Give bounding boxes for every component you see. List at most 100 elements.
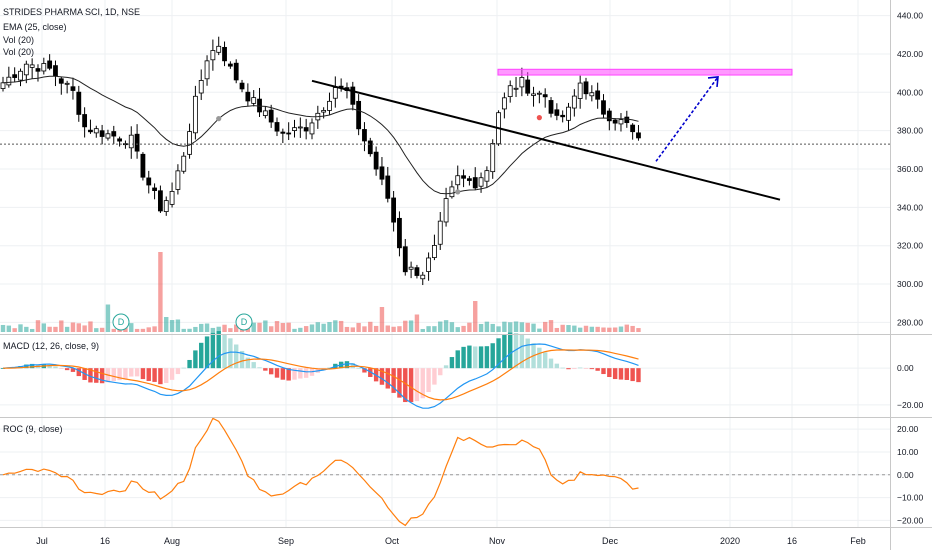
macd-histogram-bar (484, 346, 490, 369)
volume-bar (403, 320, 408, 332)
macd-histogram-bar (204, 336, 210, 369)
macd-histogram-bar (612, 368, 618, 380)
ema-signal-dot (455, 189, 461, 195)
volume-bar (426, 326, 431, 332)
volume-bar (618, 326, 624, 332)
candle-body (327, 100, 332, 111)
candle-body (12, 74, 18, 78)
candle-body (216, 45, 222, 53)
macd-axis[interactable]: 0.00 −20.00 (897, 363, 924, 410)
macd-histogram-bar (455, 350, 460, 369)
candle-body (262, 110, 268, 116)
macd-histogram-bar (356, 367, 361, 369)
candle-body (181, 155, 187, 172)
volume-bar (583, 325, 589, 332)
volume-bar (362, 326, 367, 332)
macd-histogram-bar (397, 368, 402, 398)
macd-histogram-bar (134, 368, 140, 377)
macd-histogram-bar (362, 368, 367, 373)
descending-trendline[interactable] (311, 79, 781, 201)
volume-bar (99, 327, 105, 332)
candle-body (402, 246, 408, 273)
roc-legend[interactable]: ROC (9, close) (3, 424, 63, 434)
macd-histogram-bar (391, 368, 396, 393)
time-tick-label: Jul (36, 536, 48, 546)
volume-bar (298, 327, 303, 332)
volume-bar (368, 321, 373, 332)
volume-bar (391, 326, 396, 332)
candle-body (589, 92, 595, 97)
volume-bar (263, 320, 268, 332)
macd-histogram-bar (24, 364, 29, 369)
candle-body (251, 97, 257, 104)
candle-body (64, 82, 70, 85)
volume-bar (373, 325, 379, 332)
resistance-zone[interactable] (497, 68, 793, 76)
volume-bar (607, 327, 612, 332)
symbol-title[interactable]: STRIDES PHARMA SCI, 1D, NSE (3, 7, 140, 17)
macd-histogram-bar (169, 368, 175, 380)
ema-dots (216, 115, 542, 195)
candle-body (560, 114, 566, 118)
macd-histogram-bar (164, 368, 169, 384)
volume-bar (129, 323, 134, 332)
candle-body (111, 131, 117, 137)
candle-body (210, 50, 216, 61)
candles (0, 36, 641, 286)
volume-bar (397, 326, 402, 332)
volume-bar (6, 325, 12, 332)
candle-body (29, 64, 35, 68)
volume-bar (70, 322, 76, 332)
macd-histogram-bar (47, 364, 52, 369)
macd-histogram-bar (251, 362, 256, 369)
roc-tick-label: 0.00 (897, 470, 914, 480)
candle-body (449, 186, 455, 198)
macd-histogram-bar (566, 368, 571, 370)
macd-histogram-bar (554, 363, 560, 369)
volume-bar (508, 322, 513, 332)
roc-line (2, 417, 639, 527)
macd-histogram-bar (327, 367, 332, 369)
volume-bar (502, 321, 507, 332)
volume-legend-1[interactable]: Vol (20) (3, 35, 34, 45)
volume-bar (280, 323, 286, 332)
candle-body (268, 109, 274, 123)
projection-arrow[interactable] (655, 76, 719, 162)
candle-body (624, 116, 630, 124)
macd-histogram-bar (385, 368, 390, 389)
volume-bar (519, 322, 525, 332)
ema-legend[interactable]: EMA (25, close) (3, 22, 67, 32)
volume-bar (595, 326, 600, 332)
macd-histogram-bar (123, 368, 128, 380)
volume-bar (455, 327, 460, 332)
candle-body (70, 86, 76, 91)
price-tick-label: 360.00 (897, 164, 923, 174)
time-axis[interactable]: Jul 16 Aug Sep Oct Nov Dec 2020 16 Feb (36, 536, 866, 546)
candle-body (23, 63, 29, 76)
dividend-marker-label: D (241, 317, 248, 327)
candle-body (472, 177, 478, 189)
volume-bar (624, 324, 630, 332)
candle-body (175, 170, 181, 190)
candle-body (566, 106, 571, 121)
volume-bar (572, 325, 577, 332)
price-axis[interactable]: 440.00 420.00 400.00 380.00 360.00 340.00 320.… (897, 11, 923, 328)
candle-body (542, 94, 548, 98)
volume-bar (158, 252, 163, 332)
candle-body (286, 132, 292, 135)
roc-axis[interactable]: 20.00 10.00 0.00 −10.00 −20.00 (897, 424, 924, 525)
macd-legend[interactable]: MACD (12, 26, close, 9) (3, 341, 99, 351)
volume-legend-2[interactable]: Vol (20) (3, 47, 34, 57)
candle-body (163, 200, 169, 212)
candle-body (513, 87, 519, 90)
volume-bar (199, 323, 204, 332)
price-tick-label: 420.00 (897, 49, 923, 59)
volume-bar (82, 325, 87, 332)
macd-histogram-bar (636, 368, 641, 383)
candle-body (321, 110, 327, 113)
time-tick-label: Nov (489, 536, 506, 546)
price-tick-label: 380.00 (897, 126, 923, 136)
volume-bar (577, 327, 583, 332)
macd-histogram-bar (473, 346, 478, 369)
